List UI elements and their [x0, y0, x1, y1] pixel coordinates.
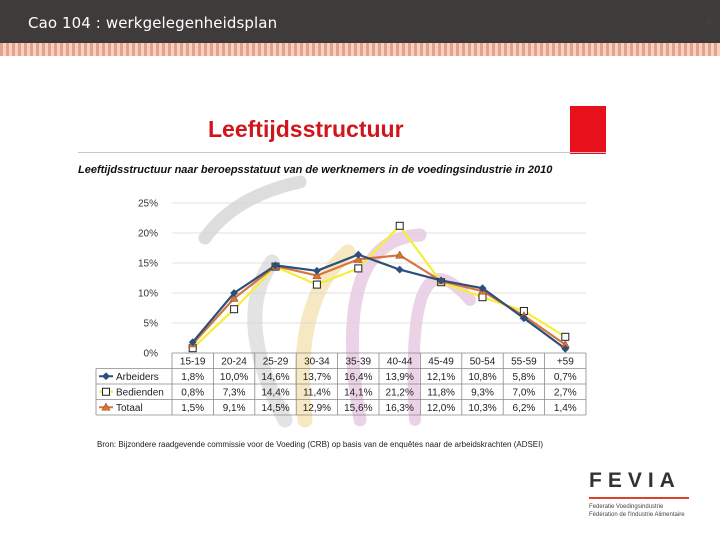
x-category-label: 25-29	[263, 357, 289, 368]
slide-title: Leeftijdsstructuur	[208, 116, 404, 142]
data-label: 0,7%	[554, 372, 577, 383]
logo-underline	[589, 497, 689, 499]
data-label: 7,0%	[513, 387, 536, 398]
series-lines	[191, 224, 566, 350]
marker-triangle	[312, 270, 322, 279]
data-label: 16,4%	[344, 372, 372, 383]
data-label: 12,0%	[427, 403, 455, 414]
legend-label: Bedienden	[116, 387, 164, 398]
data-label: 6,2%	[513, 403, 536, 414]
x-category-label: 40-44	[387, 357, 413, 368]
x-category-label: +59	[557, 357, 574, 368]
marker-square	[561, 332, 570, 341]
marker-diamond	[478, 284, 487, 293]
marker-diamond	[437, 276, 446, 285]
x-category-label: 45-49	[428, 357, 454, 368]
fevia-logo: FEVIA Federatie Voedingsindustrie Fédéra…	[585, 467, 700, 527]
data-label: 13,7%	[303, 372, 331, 383]
marker-triangle	[101, 402, 111, 411]
chart-title: Leeftijdsstructuur naar beroepsstatuut v…	[78, 164, 553, 176]
data-label: 14,4%	[261, 387, 289, 398]
x-category-label: 15-19	[180, 357, 206, 368]
data-label: 0,8%	[181, 387, 204, 398]
data-label: 10,0%	[220, 372, 248, 383]
data-label: 12,9%	[303, 403, 331, 414]
series-markers	[188, 221, 570, 353]
logo-line-2: Fédération de l'Industrie Alimentaire	[589, 512, 685, 518]
title-divider	[78, 152, 606, 153]
data-label: 2,7%	[554, 387, 577, 398]
data-table: 15-19 20-24 25-29 30-34 35-39 40-44 45-49 50-54…	[95, 352, 587, 416]
data-label: 11,4%	[303, 387, 331, 398]
x-category-label: 20-24	[221, 357, 247, 368]
data-label: 9,1%	[223, 403, 246, 414]
data-label: 9,3%	[471, 387, 494, 398]
data-label: 5,8%	[513, 372, 536, 383]
x-category-label: 55-59	[511, 357, 537, 368]
marker-square	[102, 387, 110, 396]
y-tick-label: 10%	[138, 289, 158, 300]
marker-diamond	[312, 266, 321, 275]
x-category-label: 35-39	[346, 357, 372, 368]
marker-diamond	[354, 250, 363, 259]
source-note: Bron: Bijzondere raadgevende commissie v…	[97, 440, 544, 449]
data-label: 1,4%	[554, 403, 577, 414]
y-tick-label: 25%	[138, 199, 158, 210]
title-accent-block	[570, 106, 606, 154]
marker-square	[478, 293, 487, 302]
logo-line-1: Federatie Voedingsindustrie	[589, 504, 664, 510]
data-label: 21,2%	[386, 387, 414, 398]
marker-square	[312, 280, 321, 289]
y-tick-label: 15%	[138, 259, 158, 270]
decorative-stripe	[0, 43, 720, 56]
y-tick-label: 5%	[144, 319, 159, 330]
marker-square	[354, 264, 363, 273]
data-label: 14,6%	[261, 372, 289, 383]
marker-triangle	[395, 250, 405, 259]
marker-square	[395, 221, 404, 230]
marker-diamond	[230, 289, 239, 297]
marker-diamond	[188, 338, 197, 347]
data-label: 14,1%	[344, 387, 372, 398]
data-label: 13,9%	[386, 372, 414, 383]
data-label: 14,5%	[261, 403, 289, 414]
legend-label: Totaal	[116, 403, 143, 414]
marker-diamond	[519, 314, 528, 323]
marker-diamond	[102, 372, 110, 381]
marker-diamond	[395, 265, 404, 274]
marker-diamond	[561, 344, 570, 353]
data-label: 11,8%	[427, 387, 455, 398]
series-line-arbeiders	[191, 253, 566, 350]
marker-triangle	[229, 293, 239, 302]
y-tick-label: 20%	[138, 229, 158, 240]
logo-wordmark: FEVIA	[589, 469, 681, 492]
data-label: 1,8%	[181, 372, 204, 383]
header-bar: Cao 104 : werkgelegenheidsplan	[0, 0, 720, 43]
page-number: 6	[705, 16, 712, 27]
data-label: 1,5%	[181, 403, 204, 414]
marker-diamond	[271, 261, 280, 270]
x-category-label: 50-54	[470, 357, 496, 368]
data-label: 10,3%	[468, 403, 496, 414]
data-label: 10,8%	[468, 372, 496, 383]
y-tick-label: 0%	[144, 349, 159, 360]
data-label: 16,3%	[386, 403, 414, 414]
data-label: 12,1%	[427, 372, 455, 383]
marker-triangle	[353, 254, 363, 263]
data-label: 15,6%	[344, 403, 372, 414]
header-title: Cao 104 : werkgelegenheidsplan	[28, 14, 278, 32]
x-category-label: 30-34	[304, 357, 330, 368]
data-label: 7,3%	[223, 387, 246, 398]
marker-square	[230, 305, 239, 314]
legend-label: Arbeiders	[116, 372, 159, 383]
